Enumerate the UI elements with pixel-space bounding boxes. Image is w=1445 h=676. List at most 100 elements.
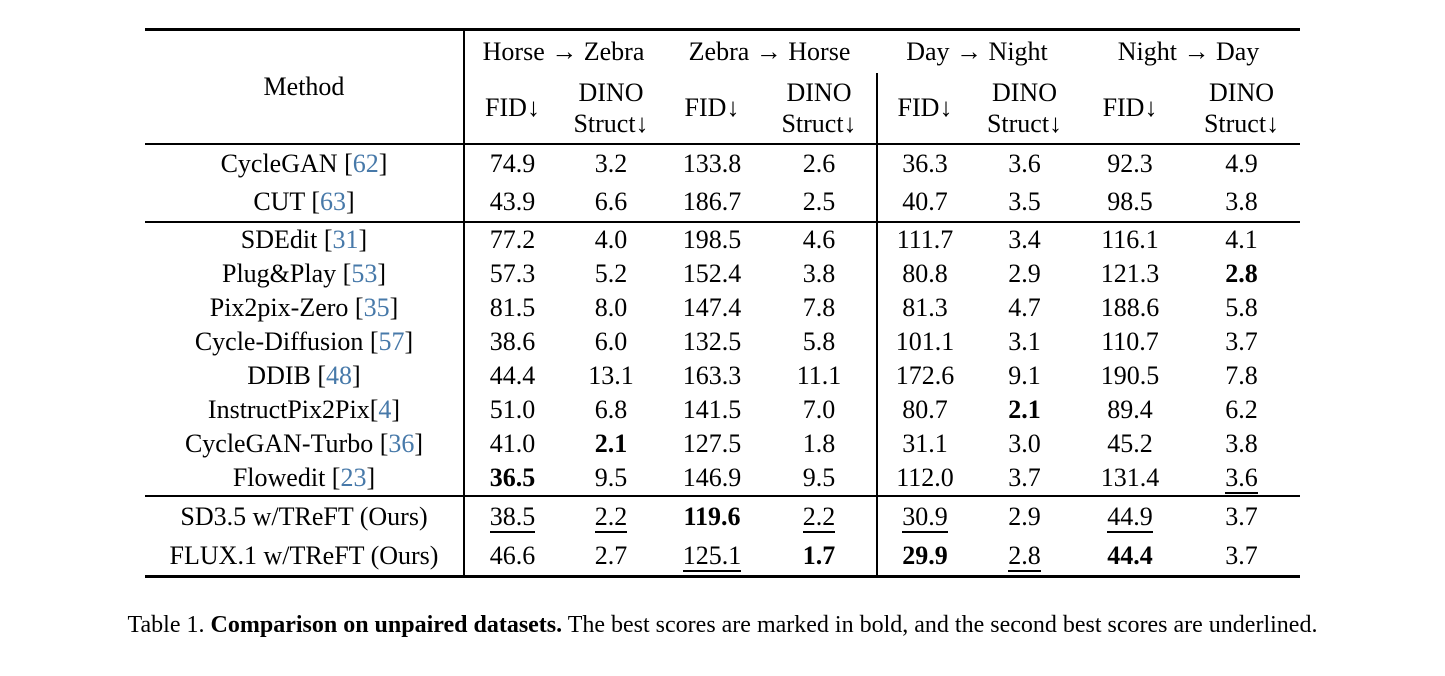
value-cell: 132.5 [662,325,762,359]
caption-label: Table 1. [127,612,211,638]
method-cell: SD3.5 w/TReFT (Ours) [180,501,428,531]
fid-header: FID↓ [463,73,560,145]
value-cell: 131.4 [1077,461,1184,497]
best-score: 44.4 [1107,540,1153,570]
score: 3.1 [1008,327,1041,356]
value-cell: 6.8 [560,393,662,427]
value-cell: 125.1 [662,536,762,577]
citation-link[interactable]: 48 [326,361,353,390]
score: 132.5 [682,327,742,356]
score: 4.7 [1008,293,1041,322]
value-cell: 36.5 [463,461,560,497]
best-score: 119.6 [683,501,741,531]
value-cell: 3.8 [1183,183,1301,223]
score: 1.8 [802,429,836,458]
best-score: 29.9 [902,540,948,570]
best-score: 2.1 [1008,395,1041,424]
value-cell: 5.8 [762,325,877,359]
method-cell: CycleGAN [62] [220,149,388,178]
value-cell: 172.6 [876,359,972,393]
value-cell: 3.7 [1183,496,1300,536]
table-row: DDIB [48] 44.4 13.1 163.3 11.1 172.6 9.1 190.5 7… [145,359,1300,393]
score: 2.6 [802,149,836,178]
method-column-header: Method [145,29,464,145]
value-cell: 7.8 [1183,359,1300,393]
value-cell: 9.5 [762,461,877,497]
score: 41.0 [489,429,536,458]
score: 163.3 [682,361,742,390]
method-cell: InstructPix2Pix[4] [207,395,401,424]
score: 133.8 [682,149,742,178]
fid-header: FID↓ [662,73,762,145]
value-cell: 40.7 [876,183,972,223]
value-cell: 46.6 [463,536,560,577]
value-cell: 44.4 [463,359,560,393]
score: 2.7 [594,540,628,570]
citation-link[interactable]: 53 [351,259,378,288]
value-cell: 1.8 [762,427,877,461]
value-cell: 3.6 [1183,461,1301,497]
citation-link[interactable]: 23 [340,463,367,492]
value-cell: 3.0 [972,427,1077,461]
value-cell: 81.5 [463,291,560,325]
value-cell: 119.6 [662,496,762,536]
value-cell: 8.0 [560,291,662,325]
score: 9.5 [802,463,836,492]
table-row: Pix2pix-Zero [35] 81.5 8.0 147.4 7.8 81.3 4.7 1… [145,291,1300,325]
value-cell: 38.6 [463,325,560,359]
citation-link[interactable]: 35 [363,293,390,322]
citation-link[interactable]: 36 [388,429,415,458]
method-cell: SDEdit [31] [240,225,368,254]
value-cell: 112.0 [876,461,972,497]
value-cell: 44.4 [1077,536,1183,577]
table-row: SDEdit [31] 77.2 4.0 198.5 4.6 111.7 3.4 116.1 4… [145,222,1300,257]
value-cell: 163.3 [662,359,762,393]
value-cell: 6.2 [1183,393,1300,427]
value-cell: 101.1 [876,325,972,359]
citation-link[interactable]: 63 [320,187,347,216]
citation-link[interactable]: 57 [378,327,405,356]
score: 11.1 [796,361,842,390]
value-cell: 9.1 [972,359,1077,393]
second-best-score: 2.8 [1008,540,1041,572]
caption-text: The best scores are marked in bold, and … [562,612,1318,638]
score: 112.0 [896,463,954,492]
value-cell: 3.7 [972,461,1078,497]
value-cell: 2.5 [762,183,877,223]
header-metric-row: FID↓ DINO Struct↓ FID↓ DINO Struct↓ FID↓ D… [145,73,1301,145]
value-cell: 3.7 [1183,536,1300,577]
value-cell: 3.8 [1183,427,1300,461]
value-cell: 44.9 [1077,496,1183,536]
score: 141.5 [682,395,742,424]
value-cell: 198.5 [662,222,762,257]
citation-link[interactable]: 4 [378,395,392,424]
value-cell: 2.8 [972,536,1077,577]
score: 43.9 [489,187,536,216]
fid-header: FID↓ [1077,73,1184,145]
score: 101.1 [895,327,955,356]
value-cell: 188.6 [1077,291,1183,325]
score: 198.5 [682,225,742,254]
citation-link[interactable]: 62 [352,149,379,178]
value-cell: 4.0 [560,222,662,257]
group-header-zebra-horse: Zebra → Horse [688,37,851,66]
score: 7.0 [802,395,836,424]
group-header-day-night: Day → Night [906,37,1048,66]
table-body: CycleGAN [62] 74.9 3.2 133.8 2.6 36.3 3.6 92.3 4… [145,144,1301,577]
value-cell: 3.8 [762,257,877,291]
score: 4.0 [594,225,628,254]
score: 111.7 [896,225,954,254]
value-cell: 4.6 [762,222,877,257]
table-row: Cycle-Diffusion [57] 38.6 6.0 132.5 5.8 101.1… [145,325,1300,359]
value-cell: 2.9 [972,257,1077,291]
score: 4.1 [1225,225,1258,254]
score: 9.1 [1008,361,1041,390]
method-cell: FLUX.1 w/TReFT (Ours) [169,540,439,570]
score: 4.6 [802,225,836,254]
citation-link[interactable]: 31 [332,225,359,254]
score: 98.5 [1107,187,1153,216]
caption-bold-title: Comparison on unpaired datasets. [210,612,563,638]
table-row: SD3.5 w/TReFT (Ours) 38.5 2.2 119.6 2.2 30.9 2… [145,496,1300,536]
score: 2.9 [1008,501,1041,531]
